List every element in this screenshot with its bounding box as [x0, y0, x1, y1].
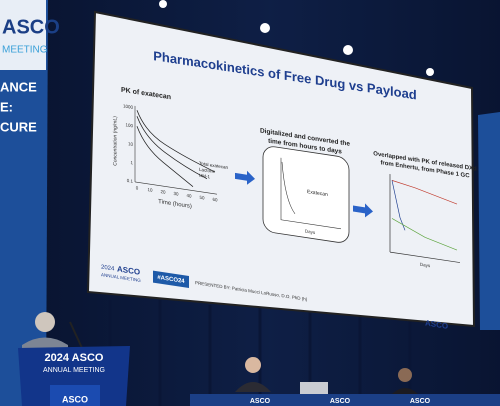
panel-box [262, 146, 350, 243]
panelist-body [235, 382, 271, 392]
x-tick-label: 20 [160, 189, 165, 195]
x-tick-label: 40 [186, 193, 191, 199]
pk-plot [134, 105, 217, 195]
footer-logo: ASCO [117, 264, 140, 276]
hashtag: #ASCO24 [157, 275, 185, 285]
panel-table [190, 394, 500, 406]
podium-front-logo: ASCO [62, 394, 88, 404]
y-tick-label: 0.1 [127, 178, 134, 184]
arrow [353, 203, 373, 218]
x-axis-label: Time (hours) [158, 199, 192, 210]
table-sign: ASCO [330, 398, 351, 405]
banner-sub: MEETING [2, 45, 48, 56]
y-tick-label: 10 [128, 141, 133, 147]
laptop [300, 382, 328, 396]
x-tick-label: 10 [147, 187, 152, 193]
podium-front [50, 385, 100, 406]
banner-line: E: [0, 99, 13, 114]
y-axis-label: Concentration (ng/mL) [112, 115, 118, 166]
x-axis-label: Days [305, 229, 316, 236]
table-sign: ASCO [250, 398, 271, 405]
panelist-head [398, 368, 412, 382]
banner-line: ANCE [0, 79, 37, 94]
panelist-head [245, 357, 261, 373]
banner-logo-box [0, 0, 46, 70]
legend-entry: UM-1 [199, 173, 210, 180]
legend-entry: Total exatecan [199, 161, 228, 170]
speaker-head [35, 312, 55, 332]
banner-line: CURE [0, 119, 37, 134]
x-tick-label: 60 [212, 197, 217, 203]
hashtag-box [153, 270, 189, 289]
right-banner [478, 112, 500, 330]
x-tick-label: 50 [199, 195, 204, 201]
digitized-plot [280, 157, 341, 230]
footer-sub: ANNUAL MEETING [101, 272, 141, 283]
left-banner [0, 0, 48, 406]
overlap-plot [389, 174, 460, 263]
arrow [235, 170, 255, 185]
stage-light [260, 23, 270, 33]
table-sign: ASCO [410, 398, 431, 405]
podium-logo: 2024 ASCO [45, 352, 104, 364]
footer-logo: ASCO [425, 318, 448, 330]
y-tick-label: 1000 [123, 103, 133, 110]
legend-entry: Exatecan [307, 189, 328, 198]
y-tick-label: 1 [130, 160, 133, 165]
banner-logo: ASCO [2, 16, 60, 38]
stage-light [343, 45, 353, 55]
podium-sub: ANNUAL MEETING [43, 367, 105, 374]
microphone [69, 321, 83, 349]
podium [18, 346, 130, 406]
stage-light [426, 68, 434, 76]
y-tick-label: 100 [125, 122, 133, 128]
x-tick-label: 30 [173, 191, 178, 197]
footer-year: 2024 [101, 265, 115, 273]
legend-entry: Lactone [199, 167, 215, 174]
x-tick-label: 0 [136, 185, 139, 190]
x-axis-label: Days [420, 262, 431, 269]
stage-light [159, 0, 167, 8]
